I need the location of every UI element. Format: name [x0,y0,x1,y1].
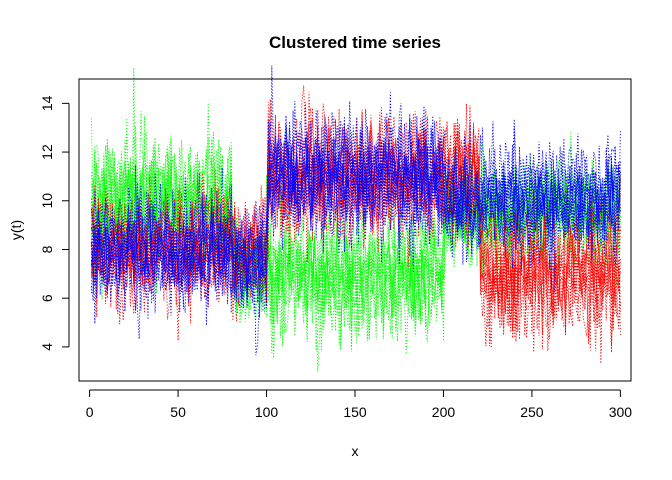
series-line-red [90,109,621,333]
series-line-green [90,115,621,351]
y-tick-label: 10 [39,193,55,209]
series-line-red [90,115,621,351]
series-line-blue [90,102,621,313]
x-tick-label: 0 [86,404,94,420]
x-axis-label: x [352,443,359,459]
x-axis: 0 50 100 150 200 250 300 [86,389,633,420]
plot-area [90,65,621,372]
series-line-blue [90,102,621,303]
x-tick-label: 200 [432,404,456,420]
x-tick-label: 300 [609,404,633,420]
series-line-blue [90,110,621,313]
plot-frame [78,78,632,382]
series-line-green [90,103,621,354]
series-line-green [90,111,621,350]
series-line-green [90,118,621,347]
chart-title: Clustered time series [269,33,441,52]
series-line-red [90,101,621,347]
y-tick-label: 8 [39,245,55,253]
series-line-green [91,141,621,345]
y-axis: 4 6 8 10 12 14 [39,95,70,351]
x-tick-label: 150 [343,404,367,420]
y-tick-label: 6 [39,294,55,302]
series-line-blue [90,92,621,320]
series-line-blue [90,115,621,314]
y-tick-label: 4 [39,343,55,351]
series-line-red [90,85,621,352]
series-line-green [90,161,621,339]
x-tick-label: 250 [520,404,544,420]
series-line-blue [90,101,621,326]
y-axis-label: y(t) [8,220,24,240]
x-tick-label: 50 [170,404,186,420]
y-tick-label: 14 [39,95,55,111]
y-tick-label: 12 [39,144,55,160]
series-line-blue [90,65,621,356]
x-tick-label: 100 [255,404,279,420]
